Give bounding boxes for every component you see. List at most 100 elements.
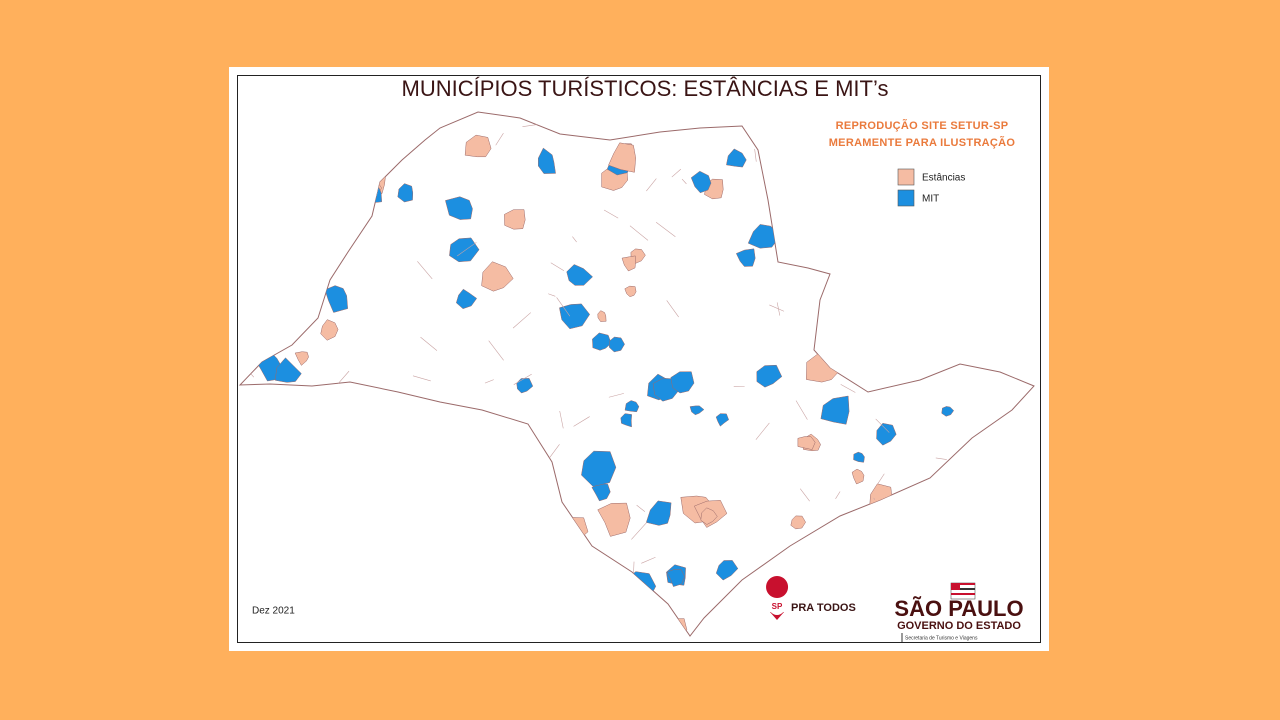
municipality	[621, 255, 636, 272]
municipality	[645, 500, 672, 526]
border-line	[754, 148, 757, 162]
border-line	[603, 209, 619, 219]
municipality	[670, 371, 695, 394]
border-line	[799, 488, 810, 502]
campaign-text: PRA TODOS	[791, 602, 856, 614]
border-line	[548, 293, 556, 297]
map-title: MUNICÍPIOS TURÍSTICOS: ESTÂNCIAS E MIT’s	[402, 76, 889, 101]
municipality	[941, 406, 955, 417]
border-line	[646, 178, 657, 192]
municipality	[445, 196, 473, 220]
legend-label: MIT	[922, 194, 939, 205]
border-line	[666, 300, 679, 318]
government-logo: SÃO PAULO GOVERNO DO ESTADO Secretaria d…	[894, 582, 1024, 642]
municipality	[756, 364, 783, 388]
border-line	[795, 400, 808, 420]
legend-swatch	[897, 168, 915, 186]
municipality	[294, 351, 309, 366]
border-line	[935, 457, 947, 460]
map-frame	[237, 75, 1041, 643]
municipality	[666, 569, 685, 587]
government-subtitle: GOVERNO DO ESTADO	[897, 620, 1021, 632]
border-line	[877, 473, 885, 485]
border-line	[420, 336, 438, 351]
border-line	[417, 261, 433, 280]
border-line	[572, 236, 577, 243]
municipality	[853, 451, 865, 463]
legend: Estâncias MIT	[897, 168, 965, 207]
municipality	[624, 400, 640, 413]
flag-icon	[950, 582, 976, 600]
border-line	[873, 497, 876, 500]
municipality	[591, 483, 611, 502]
municipality	[449, 237, 480, 263]
border-line	[484, 379, 494, 384]
municipality	[597, 310, 607, 322]
municipality	[851, 468, 865, 485]
municipality	[581, 450, 617, 487]
municipality	[592, 332, 612, 351]
campaign-logo: SP PRA TODOS	[766, 576, 856, 620]
border-line	[769, 304, 785, 312]
border-line	[556, 297, 571, 317]
border-line	[412, 375, 431, 382]
border-line	[835, 491, 841, 499]
border-line	[456, 242, 477, 257]
municipality	[481, 261, 514, 292]
municipality	[397, 183, 414, 203]
municipality	[609, 336, 625, 353]
border-line	[840, 384, 856, 393]
municipality	[690, 170, 712, 194]
municipality	[456, 288, 478, 309]
date-label: Dez 2021	[252, 606, 295, 617]
notice-line: MERAMENTE PARA ILUSTRAÇÃO	[829, 136, 1016, 149]
border-line	[681, 178, 687, 185]
municipality	[820, 395, 850, 425]
border-line	[631, 522, 647, 540]
legend-swatch	[897, 189, 915, 207]
municipality	[624, 285, 637, 297]
border-line	[512, 312, 531, 329]
municipality	[597, 502, 631, 537]
municipality	[715, 560, 739, 581]
border-line	[513, 373, 532, 385]
municipality	[726, 148, 747, 168]
border-line	[755, 422, 770, 440]
municipality	[504, 209, 526, 230]
municipality	[274, 357, 302, 383]
municipality	[559, 303, 591, 330]
municipality	[700, 507, 718, 525]
municipality	[464, 134, 492, 158]
notice-line: REPRODUÇÃO SITE SETUR-SP	[836, 119, 1009, 132]
border-line	[495, 133, 504, 146]
border-line	[875, 418, 890, 433]
municipality	[566, 264, 593, 286]
municipality	[608, 142, 636, 173]
department: Secretaria de Turismo e Viagens	[905, 635, 978, 641]
municipality	[797, 436, 816, 450]
border-line	[550, 262, 565, 271]
border-line	[633, 561, 635, 575]
state-name: SÃO PAULO	[894, 596, 1023, 621]
municipality	[320, 319, 339, 341]
pin-icon	[766, 576, 789, 620]
municipality	[620, 413, 632, 428]
border-line	[559, 410, 564, 429]
border-line	[655, 222, 676, 237]
border-line	[488, 340, 504, 361]
border-line	[636, 504, 646, 512]
badge: SP	[772, 602, 783, 611]
legend-label: Estâncias	[922, 173, 965, 184]
border-line	[608, 393, 624, 398]
border-line	[629, 225, 649, 241]
municipality	[790, 515, 806, 530]
municipality	[538, 147, 556, 174]
border-line	[641, 556, 656, 564]
municipality	[324, 285, 348, 313]
municipality	[516, 378, 534, 394]
border-line	[573, 416, 590, 427]
municipality	[876, 423, 897, 446]
municipality	[715, 413, 730, 427]
